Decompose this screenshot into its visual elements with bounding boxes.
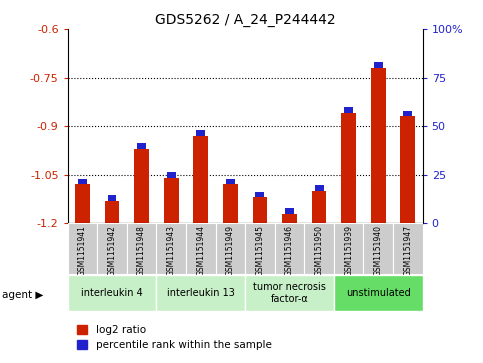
- Text: tumor necrosis
factor-α: tumor necrosis factor-α: [253, 282, 326, 304]
- Bar: [108, 195, 116, 201]
- Bar: [304, 223, 334, 274]
- Text: GSM1151949: GSM1151949: [226, 225, 235, 276]
- Bar: [78, 179, 87, 184]
- Text: GSM1151945: GSM1151945: [256, 225, 264, 276]
- Text: GSM1151948: GSM1151948: [137, 225, 146, 276]
- Bar: [68, 275, 156, 311]
- Text: GSM1151947: GSM1151947: [403, 225, 412, 276]
- Text: GSM1151950: GSM1151950: [314, 225, 324, 276]
- Text: GSM1151939: GSM1151939: [344, 225, 353, 276]
- Bar: [156, 223, 186, 274]
- Bar: [245, 223, 275, 274]
- Bar: [134, 149, 149, 223]
- Text: unstimulated: unstimulated: [346, 288, 411, 298]
- Bar: [371, 68, 385, 223]
- Text: interleukin 4: interleukin 4: [81, 288, 143, 298]
- Bar: [285, 208, 294, 213]
- Bar: [186, 223, 215, 274]
- Bar: [75, 184, 90, 223]
- Bar: [314, 185, 324, 191]
- Bar: [341, 113, 356, 223]
- Bar: [400, 117, 415, 223]
- Bar: [312, 191, 327, 223]
- Bar: [105, 201, 119, 223]
- Bar: [253, 197, 267, 223]
- Bar: [374, 62, 383, 68]
- Text: GSM1151944: GSM1151944: [196, 225, 205, 276]
- Bar: [97, 223, 127, 274]
- Title: GDS5262 / A_24_P244442: GDS5262 / A_24_P244442: [155, 13, 335, 26]
- Text: interleukin 13: interleukin 13: [167, 288, 235, 298]
- Bar: [275, 223, 304, 274]
- Text: agent ▶: agent ▶: [2, 290, 44, 300]
- Bar: [196, 130, 205, 136]
- Bar: [334, 275, 423, 311]
- Text: GSM1151943: GSM1151943: [167, 225, 176, 276]
- Bar: [245, 275, 334, 311]
- Bar: [226, 179, 235, 184]
- Text: GSM1151940: GSM1151940: [374, 225, 383, 276]
- Bar: [403, 111, 412, 117]
- Bar: [156, 275, 245, 311]
- Bar: [364, 223, 393, 274]
- Bar: [223, 184, 238, 223]
- Bar: [137, 143, 146, 149]
- Bar: [393, 223, 423, 274]
- Bar: [68, 223, 97, 274]
- Bar: [256, 192, 264, 197]
- Bar: [167, 172, 176, 178]
- Bar: [127, 223, 156, 274]
- Text: GSM1151946: GSM1151946: [285, 225, 294, 276]
- Bar: [344, 107, 353, 113]
- Bar: [193, 136, 208, 223]
- Text: GSM1151942: GSM1151942: [108, 225, 116, 276]
- Legend: log2 ratio, percentile rank within the sample: log2 ratio, percentile rank within the s…: [73, 321, 276, 354]
- Bar: [334, 223, 364, 274]
- Text: GSM1151941: GSM1151941: [78, 225, 87, 276]
- Bar: [282, 213, 297, 223]
- Bar: [164, 178, 179, 223]
- Bar: [215, 223, 245, 274]
